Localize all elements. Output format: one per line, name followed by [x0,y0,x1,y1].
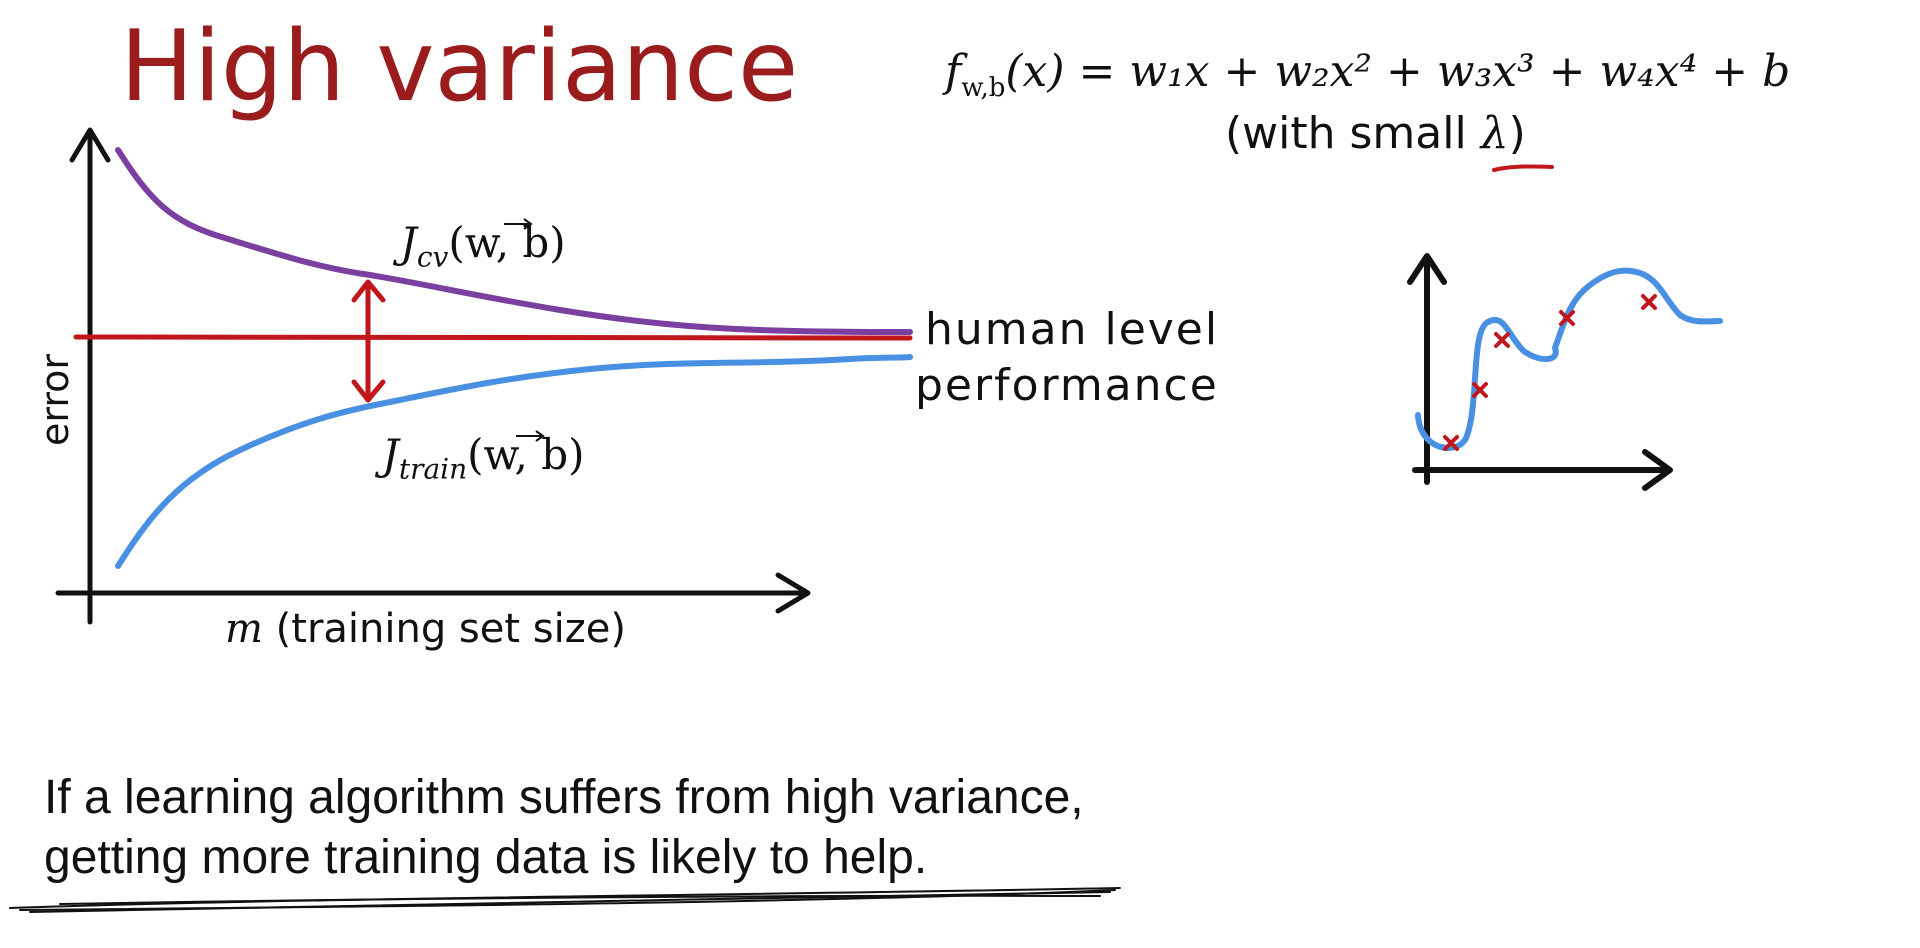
regularization-note: (with small λ) [1225,108,1526,159]
fit-plot-axes [1407,253,1673,491]
vector-arrow-cv [504,218,533,230]
overfit-curve [1415,267,1723,451]
y-axis-arrowhead [69,127,111,163]
x-axis-text: (training set size) [262,606,626,652]
caption-line-1: If a learning algorithm suffers from hig… [44,771,1084,824]
human-level-label: human level performance [915,302,1220,414]
data-point [1559,310,1575,326]
y-axis-label: error [33,354,77,446]
x-axis-var: m [225,606,263,652]
formula-rhs: (x) = w₁x + w₂x² + w₃x³ + w₄x⁴ + b [1005,46,1791,97]
lambda-underline [1492,164,1554,172]
note-prefix: (with small [1225,108,1481,159]
note-suffix: ) [1508,108,1526,159]
cv-error-curve [115,147,913,335]
slide-title: High variance [120,10,799,124]
gap-arrow [351,279,386,403]
gap-arrow-top-head [351,279,386,303]
cv-label-J: J [400,218,417,267]
cv-curve-label: Jcv(w, b) [400,218,566,273]
train-error-curve [115,354,913,569]
formula-subscript: w,b [961,72,1006,103]
data-point [1641,294,1657,310]
train-curve-label: Jtrain(w, b) [382,430,585,485]
data-point [1472,382,1488,398]
formula-f: f [945,46,962,97]
learning-curve-axes [55,127,811,625]
cv-label-sub: cv [416,240,449,274]
x-axis-arrowhead [775,572,811,614]
fit-x-arrowhead [1642,449,1673,491]
gap-arrow-bottom-head [351,379,386,403]
vector-arrow-train [516,430,545,442]
caption-underline [9,887,1121,913]
model-formula: fw,b(x) = w₁x + w₂x² + w₃x³ + w₄x⁴ + b [945,46,1790,103]
train-label-args: (w, b) [467,430,585,479]
cv-label-args: (w, b) [448,218,566,267]
caption-line-2: getting more training data is likely to … [44,831,928,884]
human-level-line1: human level [925,304,1220,355]
caption-text: If a learning algorithm suffers from hig… [44,768,1084,888]
x-axis-label: m (training set size) [225,606,626,652]
data-point [1494,332,1510,348]
fit-y-arrowhead [1407,253,1447,285]
train-label-sub: train [398,452,468,486]
human-level-line2: performance [915,360,1219,411]
lambda-symbol: λ [1480,108,1509,159]
train-label-J: J [382,430,399,479]
human-level-line [73,334,913,341]
data-point [1443,435,1459,451]
data-points [1443,294,1657,451]
